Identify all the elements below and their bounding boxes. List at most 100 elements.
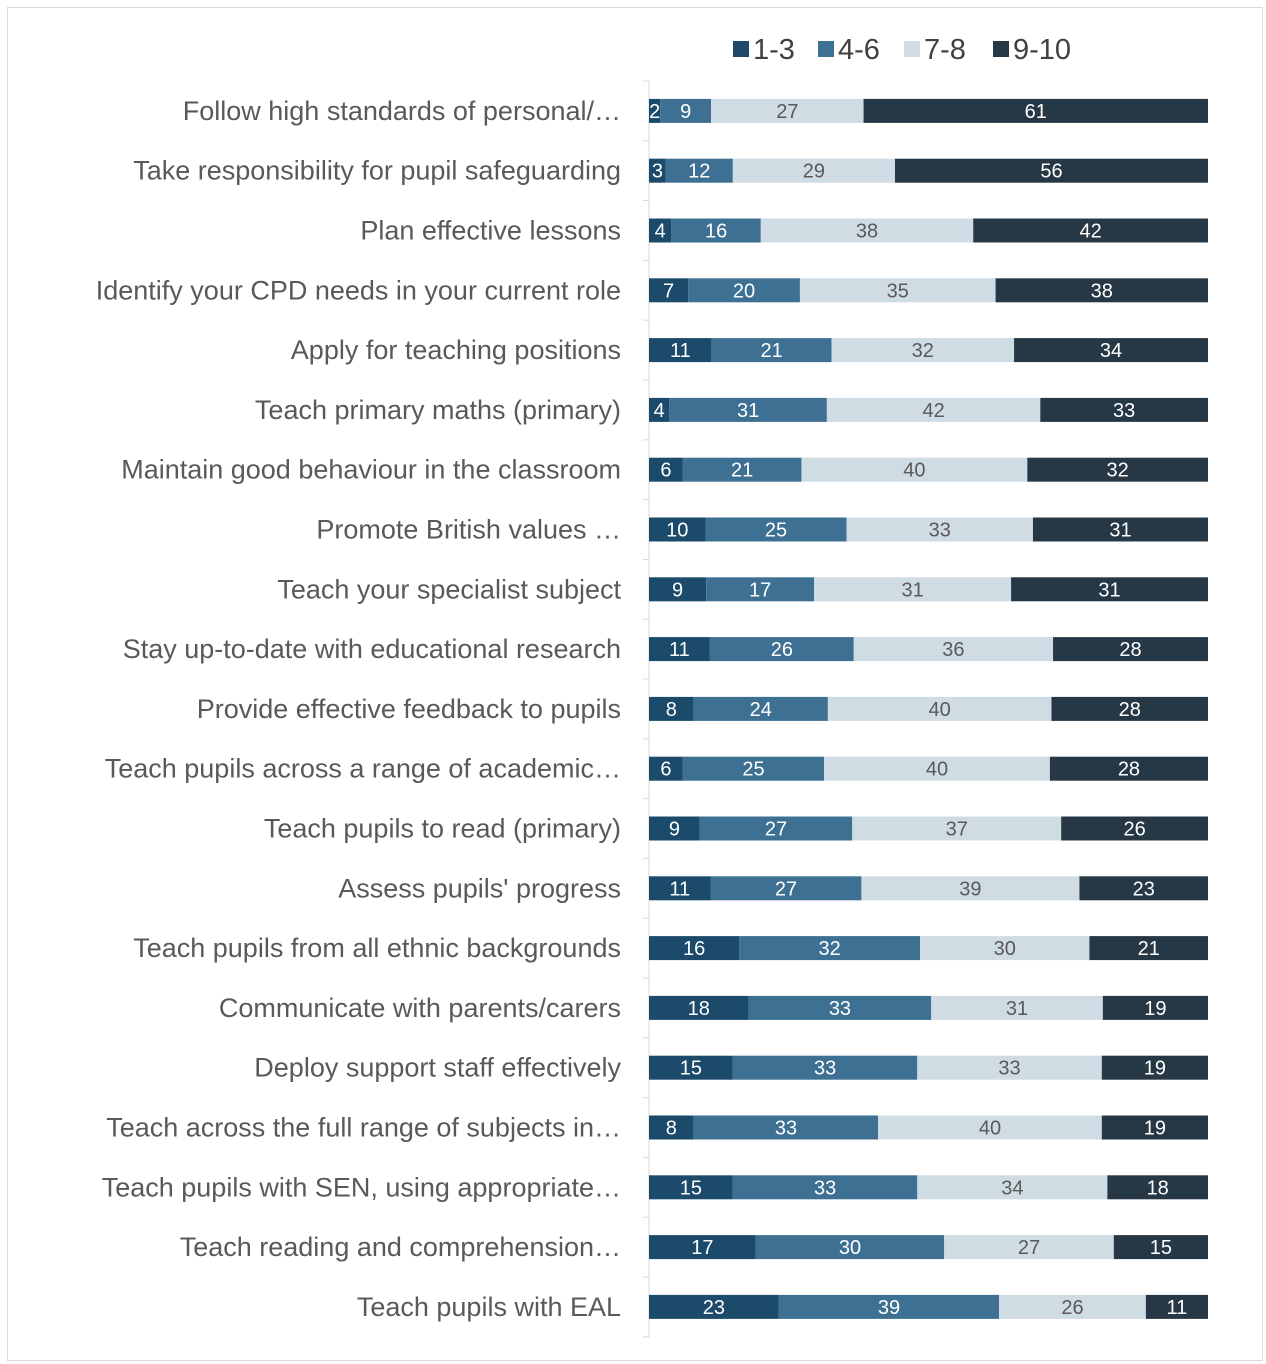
data-label: 28 bbox=[1118, 759, 1140, 781]
data-label: 32 bbox=[1107, 460, 1129, 482]
bar-segment-1-3 bbox=[649, 756, 683, 781]
bar-segment-7-8 bbox=[944, 1235, 1114, 1260]
bar-segment-1-3 bbox=[649, 397, 670, 422]
category-label: Plan effective lessons bbox=[360, 216, 621, 246]
data-label: 40 bbox=[926, 759, 948, 781]
data-label: 21 bbox=[731, 460, 753, 482]
bar-row: Teach pupils to read (primary) 9 27 37 26 bbox=[264, 814, 1208, 844]
bar-row: Assess pupils' progress 11 27 39 23 bbox=[338, 873, 1208, 903]
category-label: Teach pupils across a range of academic… bbox=[105, 754, 621, 784]
bar-segment-7-8 bbox=[801, 457, 1028, 482]
bar-segment-4-6 bbox=[665, 158, 733, 183]
category-axis bbox=[643, 80, 650, 1338]
data-label: 56 bbox=[1040, 161, 1062, 183]
data-label: 23 bbox=[1133, 878, 1155, 900]
bar-segment-1-3 bbox=[649, 517, 706, 542]
bar-row: Teach pupils with SEN, using appropriate… bbox=[102, 1172, 1208, 1202]
bar-segment-9-10 bbox=[1032, 517, 1208, 542]
bar-segment-9-10 bbox=[1089, 936, 1208, 961]
bar-row: Teach primary maths (primary) 4 31 42 33 bbox=[255, 395, 1208, 425]
data-label: 15 bbox=[680, 1058, 702, 1080]
data-label: 11 bbox=[1167, 1297, 1188, 1319]
bar-segment-7-8 bbox=[920, 936, 1090, 961]
bar-segment-4-6 bbox=[755, 1235, 945, 1260]
legend-label: 9-10 bbox=[1013, 34, 1071, 66]
data-label: 16 bbox=[705, 221, 727, 243]
bar-row: Plan effective lessons 4 16 38 42 bbox=[360, 216, 1208, 246]
bar-segment-4-6 bbox=[732, 1055, 918, 1080]
data-label: 34 bbox=[1001, 1177, 1023, 1199]
data-label: 9 bbox=[680, 101, 691, 123]
bar-segment-9-10 bbox=[1079, 876, 1208, 901]
data-label: 6 bbox=[660, 759, 671, 781]
legend-label: 4-6 bbox=[838, 34, 880, 66]
data-label: 10 bbox=[666, 520, 688, 542]
bar-segment-9-10 bbox=[1027, 457, 1208, 482]
data-label: 16 bbox=[683, 938, 705, 960]
bar-segment-1-3 bbox=[649, 876, 711, 901]
bar-segment-9-10 bbox=[1049, 756, 1208, 781]
data-label: 11 bbox=[669, 878, 690, 900]
data-label: 35 bbox=[887, 280, 909, 302]
bar-segment-4-6 bbox=[748, 995, 932, 1020]
category-label: Follow high standards of personal/… bbox=[183, 96, 621, 126]
bar-segment-4-6 bbox=[671, 218, 761, 243]
bar-segment-7-8 bbox=[861, 876, 1080, 901]
data-label: 19 bbox=[1144, 1058, 1166, 1080]
category-label: Deploy support staff effectively bbox=[254, 1053, 621, 1083]
data-label: 19 bbox=[1144, 1118, 1166, 1140]
data-label: 17 bbox=[749, 579, 771, 601]
data-label: 19 bbox=[1144, 998, 1166, 1020]
bar-segment-9-10 bbox=[1061, 816, 1208, 841]
bar-row: Apply for teaching positions 11 21 32 34 bbox=[291, 335, 1208, 365]
bar-segment-4-6 bbox=[706, 577, 815, 602]
bar-segment-1-3 bbox=[649, 158, 666, 183]
category-label: Teach reading and comprehension… bbox=[180, 1232, 621, 1262]
bar-segment-7-8 bbox=[931, 995, 1103, 1020]
bar-row: Communicate with parents/carers 18 33 31 19 bbox=[219, 993, 1208, 1023]
bar-segment-1-3 bbox=[649, 457, 683, 482]
bar-segment-7-8 bbox=[999, 1294, 1146, 1319]
category-label: Provide effective feedback to pupils bbox=[197, 694, 621, 724]
category-label: Teach across the full range of subjects … bbox=[106, 1113, 621, 1143]
data-label: 25 bbox=[765, 520, 787, 542]
bar-row: Teach pupils from all ethnic backgrounds… bbox=[133, 933, 1208, 963]
category-label: Teach pupils to read (primary) bbox=[264, 814, 621, 844]
legend-swatch bbox=[818, 41, 834, 57]
bar-segment-7-8 bbox=[827, 696, 1052, 721]
bar-segment-1-3 bbox=[649, 338, 712, 363]
data-label: 32 bbox=[912, 340, 934, 362]
bar-segment-9-10 bbox=[995, 278, 1208, 303]
data-label: 26 bbox=[1061, 1297, 1083, 1319]
bar-segment-7-8 bbox=[878, 1115, 1102, 1140]
bar-segment-1-3 bbox=[649, 696, 694, 721]
data-label: 9 bbox=[672, 579, 683, 601]
data-label: 42 bbox=[922, 400, 944, 422]
bar-segment-4-6 bbox=[711, 338, 832, 363]
bar-segment-7-8 bbox=[814, 577, 1012, 602]
data-label: 24 bbox=[750, 699, 772, 721]
bar-segment-9-10 bbox=[1101, 1055, 1208, 1080]
bar-row: Teach your specialist subject 9 17 31 31 bbox=[277, 574, 1208, 604]
data-label: 34 bbox=[1100, 340, 1122, 362]
legend-label: 7-8 bbox=[924, 34, 966, 66]
data-label: 7 bbox=[663, 280, 674, 302]
bar-segment-1-3 bbox=[649, 1294, 779, 1319]
data-label: 33 bbox=[929, 520, 951, 542]
data-label: 8 bbox=[666, 1118, 677, 1140]
data-label: 11 bbox=[669, 639, 690, 661]
bar-segment-4-6 bbox=[669, 397, 827, 422]
bar-segment-1-3 bbox=[649, 995, 749, 1020]
bar-segment-7-8 bbox=[917, 1055, 1102, 1080]
bar-segment-7-8 bbox=[826, 397, 1041, 422]
bar-segment-7-8 bbox=[711, 98, 864, 123]
data-label: 6 bbox=[660, 460, 671, 482]
bar-segment-4-6 bbox=[682, 756, 825, 781]
bar-segment-4-6 bbox=[705, 517, 847, 542]
data-label: 31 bbox=[737, 400, 759, 422]
data-label: 27 bbox=[1018, 1237, 1040, 1259]
category-label: Apply for teaching positions bbox=[291, 335, 621, 365]
bar-segment-9-10 bbox=[1040, 397, 1208, 422]
data-label: 33 bbox=[1113, 400, 1135, 422]
bar-segment-7-8 bbox=[852, 816, 1062, 841]
